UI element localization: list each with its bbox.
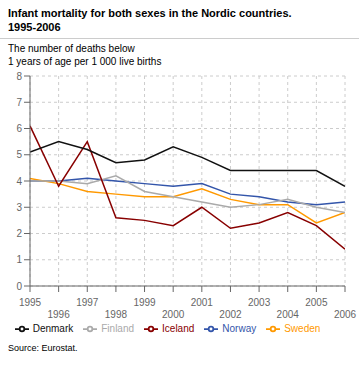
html-text:Norway: Norway [222,322,257,334]
svg-text:0: 0 [16,281,22,292]
svg-text:8: 8 [16,71,22,82]
svg-text:2002: 2002 [219,309,242,320]
svg-text:1997: 1997 [76,297,99,308]
svg-text:2005: 2005 [305,297,328,308]
svg-text:2006: 2006 [334,309,351,320]
html-text:Sweden: Sweden [284,322,321,334]
svg-text:1995: 1995 [19,297,42,308]
svg-text:6: 6 [16,123,22,134]
svg-text:1999: 1999 [133,297,156,308]
svg-text:2: 2 [16,228,22,239]
html-text:Infant mortality for both sexe: Infant mortality for both sexes in the N… [8,7,292,19]
svg-text:2004: 2004 [277,309,300,320]
svg-text:2000: 2000 [162,309,185,320]
html-text:Denmark: Denmark [32,322,74,334]
svg-text:7: 7 [16,97,22,108]
html-text:1995-2006: 1995-2006 [8,21,61,33]
svg-text:2003: 2003 [248,297,271,308]
svg-text:1: 1 [16,254,22,265]
svg-text:2001: 2001 [191,297,214,308]
html-text:Iceland: Iceland [162,322,195,334]
svg-text:1996: 1996 [48,309,71,320]
svg-text:1998: 1998 [105,309,128,320]
html-text:1 years of age per 1 000 live: 1 years of age per 1 000 live births [8,56,162,67]
svg-text:4: 4 [16,176,22,187]
html-text:Source: Eurostat.: Source: Eurostat. [8,343,78,353]
svg-text:3: 3 [16,202,22,213]
svg-text:5: 5 [16,149,22,160]
html-text:The number of deaths below: The number of deaths below [8,43,135,54]
html-text:Finland: Finland [101,322,134,334]
